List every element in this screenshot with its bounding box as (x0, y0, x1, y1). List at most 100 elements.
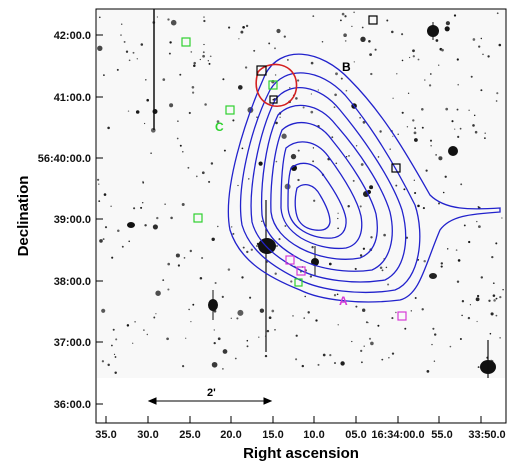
star (125, 50, 129, 53)
star (274, 272, 277, 275)
star (478, 225, 481, 228)
star (128, 240, 131, 243)
star (451, 120, 454, 123)
star (142, 180, 144, 183)
y-axis-title: Declination (15, 176, 32, 257)
star (259, 308, 265, 313)
star (98, 200, 101, 203)
star (295, 97, 298, 100)
star (317, 363, 320, 366)
star (340, 361, 345, 366)
star (374, 48, 377, 51)
star (113, 353, 116, 355)
star (182, 365, 185, 368)
star (97, 45, 103, 51)
star (334, 362, 336, 364)
star (344, 40, 347, 42)
star (337, 324, 339, 326)
star (404, 327, 407, 330)
x-tick-label: 25.0 (179, 429, 200, 441)
star (359, 254, 363, 257)
star (413, 131, 417, 135)
star (359, 205, 362, 208)
star (482, 53, 484, 56)
star (123, 40, 126, 43)
star (242, 246, 245, 249)
star (116, 68, 119, 71)
star (391, 30, 394, 34)
star (417, 204, 420, 208)
star (143, 122, 146, 125)
star (352, 179, 355, 182)
star (429, 139, 433, 142)
star (414, 297, 417, 299)
star (213, 329, 216, 331)
star (237, 309, 244, 316)
star (152, 224, 158, 230)
x-axis-title: Right ascension (243, 445, 359, 462)
star (115, 338, 118, 341)
star (249, 296, 252, 299)
star (431, 343, 433, 346)
star (150, 152, 152, 154)
star (275, 160, 278, 163)
star (96, 178, 100, 181)
star (268, 42, 271, 45)
star (428, 84, 432, 87)
star (203, 16, 205, 18)
star (199, 58, 201, 61)
star (435, 154, 437, 156)
y-tick-label: 38:00.0 (54, 276, 91, 288)
star (107, 126, 110, 130)
star (467, 316, 471, 320)
star (156, 216, 159, 220)
y-tick-label: 41:00.0 (54, 92, 91, 104)
star (495, 314, 498, 317)
star (313, 199, 316, 202)
star (246, 339, 249, 342)
star (241, 147, 244, 150)
star (424, 79, 426, 81)
star (112, 328, 115, 331)
star (295, 358, 298, 361)
star (120, 34, 122, 36)
star (362, 308, 366, 312)
star (135, 110, 140, 114)
star (234, 357, 237, 360)
star (401, 111, 404, 114)
image-panel (95, 8, 507, 424)
x-tick-label: 30.0 (137, 429, 158, 441)
star (334, 93, 337, 97)
star (208, 180, 211, 183)
star (111, 256, 114, 259)
star (170, 216, 173, 220)
star (455, 249, 458, 251)
star (337, 217, 339, 220)
star (136, 58, 138, 60)
x-tick-label: 20.0 (220, 429, 241, 441)
star (444, 175, 447, 178)
star (245, 24, 249, 28)
star (241, 276, 244, 279)
star (217, 337, 221, 341)
star (456, 58, 459, 61)
star (111, 344, 113, 347)
star (490, 312, 494, 316)
star (475, 297, 480, 302)
star (274, 328, 276, 331)
star (144, 224, 147, 227)
star (98, 183, 100, 185)
star (336, 293, 339, 296)
star (156, 16, 159, 18)
star (190, 320, 192, 323)
blank-strip (97, 378, 505, 422)
star (441, 48, 444, 52)
star (222, 349, 228, 354)
star (310, 61, 314, 65)
star (145, 79, 147, 81)
star (456, 108, 459, 111)
star (360, 349, 363, 353)
star (240, 30, 244, 34)
star (468, 240, 471, 244)
star (362, 120, 366, 124)
